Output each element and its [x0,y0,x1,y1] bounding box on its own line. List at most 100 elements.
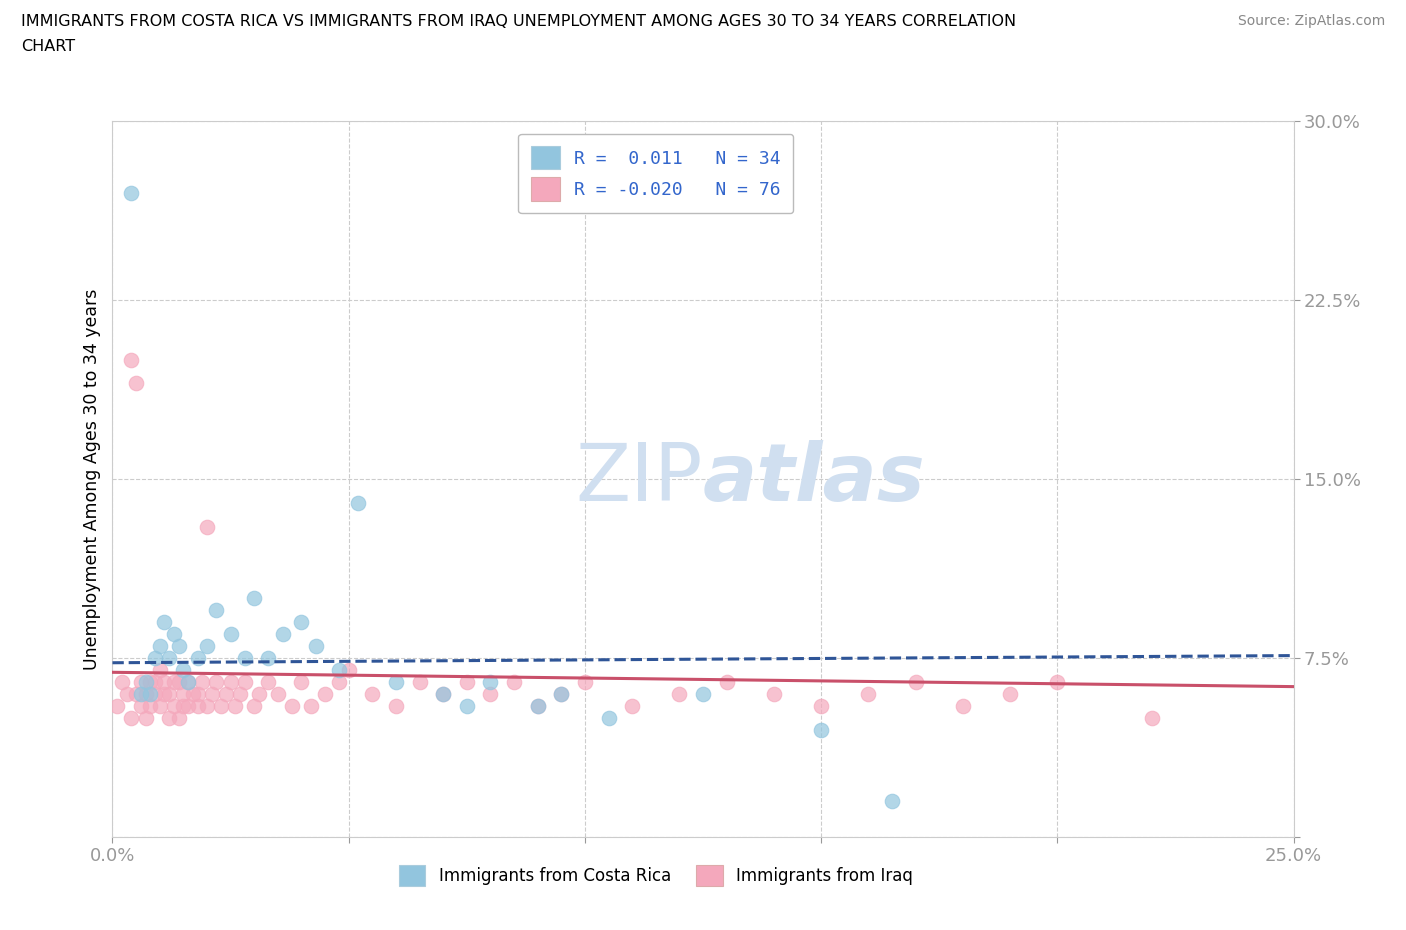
Text: CHART: CHART [21,39,75,54]
Point [143,674,166,689]
Point [195,519,218,534]
Point [233,651,256,666]
Text: Source: ZipAtlas.com: Source: ZipAtlas.com [1237,14,1385,28]
Point [267,686,290,701]
Point [337,662,360,677]
Point [716,674,738,689]
Point [167,639,190,654]
Point [314,686,336,701]
Point [257,651,280,666]
Point [209,698,232,713]
Point [1140,711,1163,725]
Point [219,674,242,689]
Point [598,711,620,725]
Point [153,674,176,689]
Point [135,686,157,701]
Point [201,686,224,701]
Point [243,591,266,605]
Point [233,674,256,689]
Point [120,185,142,200]
Point [456,674,478,689]
Point [149,639,172,654]
Point [290,615,312,630]
Point [191,674,214,689]
Point [215,686,238,701]
Point [115,686,138,701]
Point [186,686,208,701]
Point [157,711,180,725]
Point [157,651,180,666]
Point [135,711,157,725]
Point [167,674,190,689]
Point [163,674,186,689]
Point [271,627,294,642]
Point [129,674,152,689]
Point [479,686,502,701]
Point [503,674,526,689]
Point [432,686,454,701]
Point [904,674,927,689]
Point [526,698,548,713]
Point [408,674,430,689]
Point [177,674,200,689]
Point [810,722,832,737]
Point [153,686,176,701]
Point [1046,674,1069,689]
Point [167,711,190,725]
Point [139,674,162,689]
Point [149,662,172,677]
Point [304,639,326,654]
Point [157,686,180,701]
Point [172,686,194,701]
Point [219,627,242,642]
Point [299,698,322,713]
Point [385,698,408,713]
Point [229,686,252,701]
Legend: Immigrants from Costa Rica, Immigrants from Iraq: Immigrants from Costa Rica, Immigrants f… [392,858,920,893]
Point [111,674,134,689]
Point [205,674,228,689]
Point [125,376,148,391]
Point [224,698,246,713]
Text: ZIP: ZIP [575,440,703,518]
Point [120,352,142,367]
Point [290,674,312,689]
Y-axis label: Unemployment Among Ages 30 to 34 years: Unemployment Among Ages 30 to 34 years [83,288,101,670]
Point [692,686,714,701]
Point [880,794,903,809]
Point [120,711,142,725]
Point [172,698,194,713]
Point [181,686,204,701]
Point [998,686,1021,701]
Point [479,674,502,689]
Point [163,698,186,713]
Point [186,651,208,666]
Point [129,698,152,713]
Point [550,686,572,701]
Text: IMMIGRANTS FROM COSTA RICA VS IMMIGRANTS FROM IRAQ UNEMPLOYMENT AMONG AGES 30 TO: IMMIGRANTS FROM COSTA RICA VS IMMIGRANTS… [21,14,1017,29]
Point [858,686,880,701]
Point [432,686,454,701]
Point [574,674,596,689]
Point [347,496,370,511]
Point [143,686,166,701]
Point [456,698,478,713]
Point [139,686,162,701]
Point [810,698,832,713]
Point [195,698,218,713]
Point [952,698,974,713]
Point [328,662,350,677]
Point [550,686,572,701]
Point [762,686,785,701]
Point [385,674,408,689]
Point [328,674,350,689]
Point [257,674,280,689]
Point [153,615,176,630]
Point [129,686,152,701]
Point [668,686,690,701]
Point [281,698,304,713]
Point [125,686,148,701]
Point [361,686,384,701]
Point [105,698,128,713]
Point [195,639,218,654]
